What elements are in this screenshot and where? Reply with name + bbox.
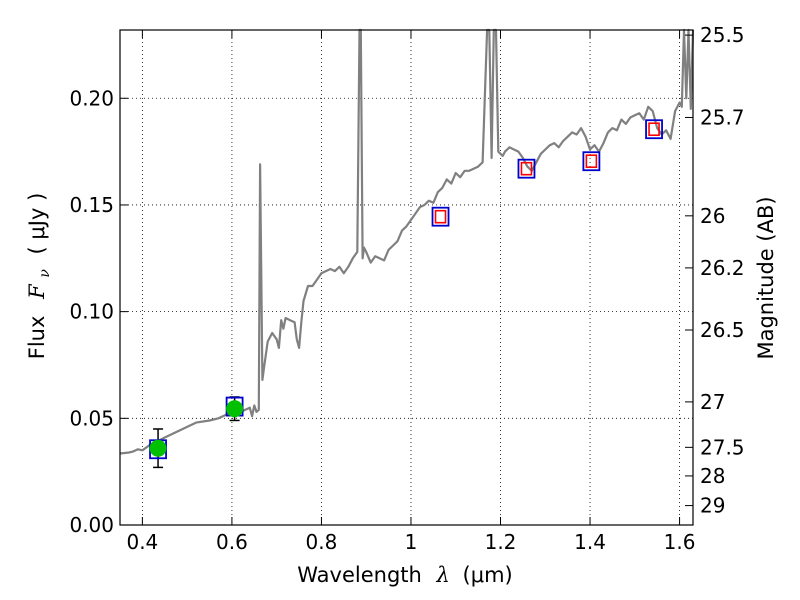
magnitude-tick-label: 28 bbox=[700, 464, 725, 488]
y-axis-unit: ( μJy ) bbox=[25, 193, 49, 255]
y-tick-label: 0.00 bbox=[69, 513, 114, 537]
model-photometry-square bbox=[582, 151, 601, 172]
spectrum-layer bbox=[119, 28, 695, 455]
magnitude-tick-label: 25.5 bbox=[700, 23, 745, 47]
x-tick-label: 0.8 bbox=[306, 530, 338, 554]
gridlines bbox=[120, 30, 693, 526]
photometry-markers bbox=[149, 119, 663, 469]
measured-photometry-point bbox=[149, 439, 167, 457]
magnitude-tick-label: 29 bbox=[700, 494, 725, 518]
x-tick-label: 0.4 bbox=[126, 530, 158, 554]
y-tick-label: 0.05 bbox=[69, 406, 114, 430]
x-axis-label-text: Wavelength bbox=[297, 563, 422, 587]
y-tick-label: 0.15 bbox=[69, 193, 114, 217]
plot-frame bbox=[119, 29, 694, 526]
y-tick-label: 0.20 bbox=[69, 86, 114, 110]
axis-ticks: 0.4 0.6 0.8 1 1.2 1.4 1.6 0.00 0.05 0.10 0.15 0.20 2… bbox=[69, 23, 744, 554]
x-axis-label: Wavelength λ (μm) bbox=[297, 563, 512, 587]
model-photometry-square bbox=[517, 158, 536, 179]
x-tick-label: 1.6 bbox=[664, 530, 696, 554]
model-photometry-square bbox=[431, 206, 450, 227]
magnitude-tick-label: 25.7 bbox=[700, 105, 745, 129]
x-tick-label: 1 bbox=[405, 530, 418, 554]
upper-limit-square bbox=[648, 122, 660, 137]
y-axis-label: Flux F ν ( μJy ) bbox=[25, 193, 54, 360]
magnitude-tick-label: 26 bbox=[700, 204, 725, 228]
magnitude-tick-label: 26.2 bbox=[700, 256, 745, 280]
y-axis-symbol: F bbox=[25, 283, 49, 300]
x-tick-label: 0.6 bbox=[216, 530, 248, 554]
model-spectrum-line bbox=[119, 28, 695, 455]
magnitude-tick-label: 27.5 bbox=[700, 435, 745, 459]
magnitude-axis-label: Magnitude (AB) bbox=[754, 196, 778, 359]
x-axis-unit: (μm) bbox=[463, 563, 513, 587]
magnitude-tick-label: 26.5 bbox=[700, 318, 745, 342]
upper-limit-square bbox=[520, 161, 533, 176]
y-tick-label: 0.10 bbox=[69, 300, 114, 324]
measured-photometry-point bbox=[226, 400, 244, 418]
y-axis-label-text: Flux bbox=[25, 316, 49, 360]
x-tick-label: 1.2 bbox=[485, 530, 517, 554]
upper-limit-square bbox=[585, 154, 598, 169]
x-axis-symbol: λ bbox=[436, 563, 450, 587]
model-photometry-square bbox=[645, 119, 663, 140]
y-axis-subscript: ν bbox=[37, 269, 53, 278]
magnitude-tick-label: 27 bbox=[700, 390, 725, 414]
upper-limit-square bbox=[434, 209, 447, 224]
x-tick-label: 1.4 bbox=[574, 530, 606, 554]
